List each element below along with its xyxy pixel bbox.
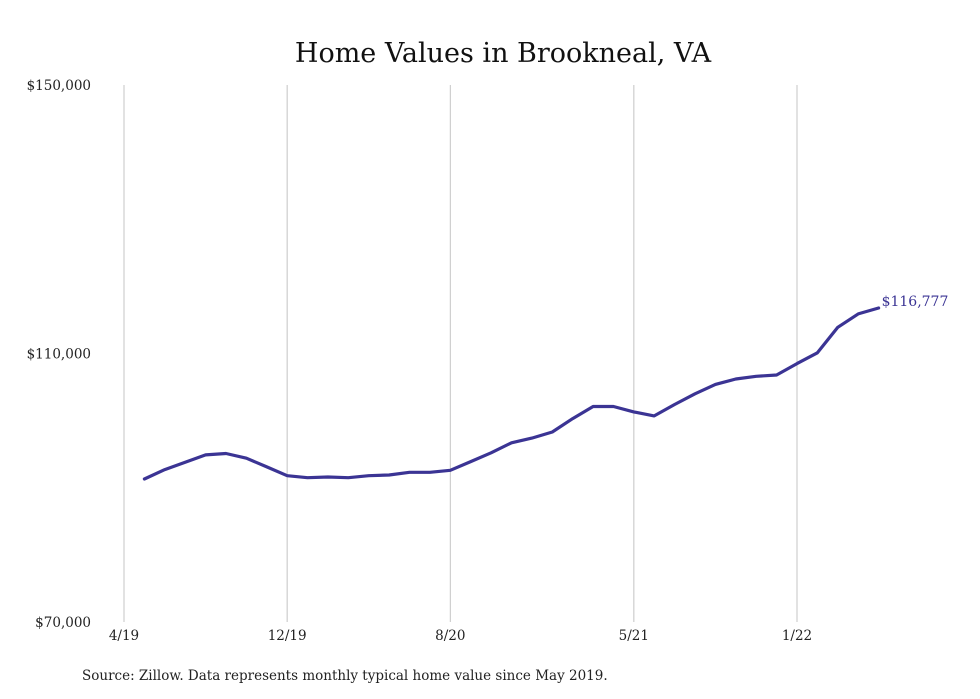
x-tick-label: 12/19: [268, 628, 307, 644]
gridlines: [123, 85, 798, 622]
x-tick-label: 1/22: [782, 628, 812, 644]
line-chart: Home Values in Brookneal, VA $70,000 $110…: [27, 38, 949, 644]
x-tick-label: 8/20: [435, 628, 465, 644]
series-line: [142, 306, 881, 481]
y-tick-label: $150,000: [27, 78, 91, 94]
end-value-label: $116,777: [882, 294, 949, 310]
y-axis: $70,000 $110,000 $150,000: [27, 78, 91, 631]
chart-title: Home Values in Brookneal, VA: [295, 38, 712, 69]
y-tick-label: $110,000: [27, 347, 91, 363]
x-tick-label: 4/19: [109, 628, 139, 644]
series-group: $116,777: [142, 294, 949, 481]
y-tick-label: $70,000: [35, 615, 91, 631]
x-tick-label: 5/21: [619, 628, 649, 644]
source-note: Source: Zillow. Data represents monthly …: [82, 668, 608, 684]
x-axis: 4/19 12/19 8/20 5/21 1/22: [109, 628, 812, 644]
